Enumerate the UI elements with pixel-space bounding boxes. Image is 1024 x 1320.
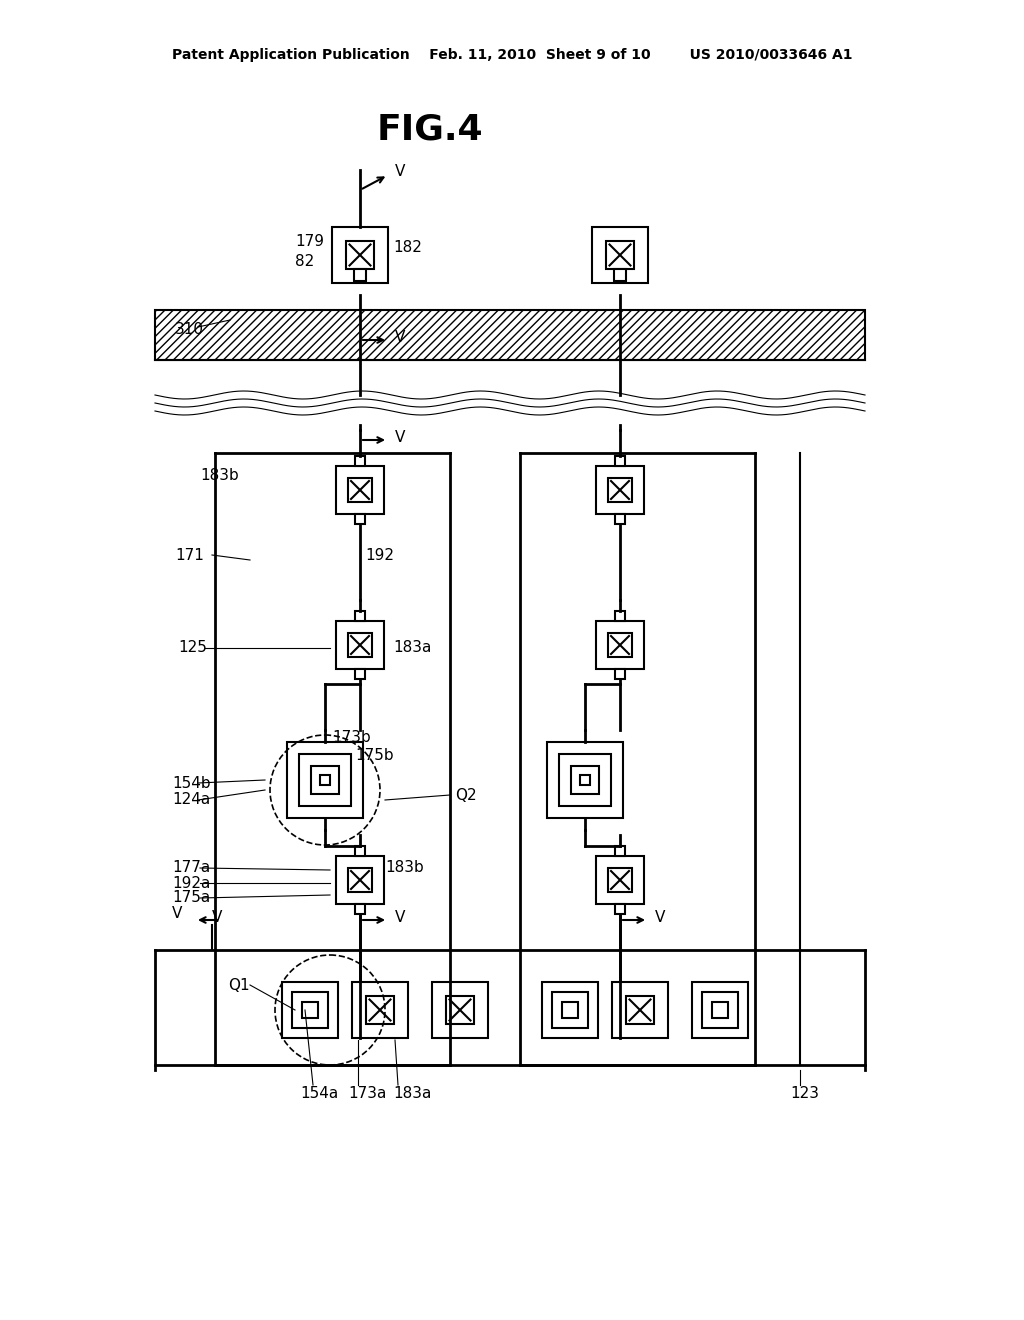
Text: Patent Application Publication    Feb. 11, 2010  Sheet 9 of 10        US 2010/00: Patent Application Publication Feb. 11, … [172,48,852,62]
Bar [432,982,488,1038]
Text: 175b: 175b [355,747,393,763]
Bar [615,611,625,620]
Bar [336,620,384,669]
Bar [292,993,328,1028]
Bar [355,611,365,620]
Bar [571,766,599,795]
Text: 82: 82 [295,255,314,269]
Bar [282,982,338,1038]
Bar [366,997,394,1024]
Bar [712,1002,728,1018]
Text: 154b: 154b [172,776,211,791]
Text: 175a: 175a [172,891,210,906]
Bar [559,754,611,807]
Text: 173b: 173b [332,730,371,744]
Text: V: V [395,909,406,924]
Bar [614,269,626,281]
Text: 171: 171 [175,548,204,562]
Text: 179: 179 [295,235,324,249]
Bar [155,310,865,360]
Bar [332,227,388,282]
Text: 124a: 124a [172,792,210,808]
Text: 182: 182 [393,240,422,256]
Bar [355,669,365,678]
Text: Q2: Q2 [455,788,476,803]
Text: V: V [655,909,666,924]
Bar [608,478,632,502]
Bar [596,466,644,513]
Text: 154a: 154a [300,1085,338,1101]
Bar [355,455,365,466]
Bar [615,455,625,466]
Bar [606,242,634,269]
Bar [580,775,590,785]
Text: 183a: 183a [393,1085,431,1101]
Bar [311,766,339,795]
Bar [615,846,625,855]
Bar [596,855,644,904]
Bar [596,620,644,669]
Bar [336,466,384,513]
Bar [692,982,748,1038]
Text: V: V [395,165,406,180]
Text: 123: 123 [790,1085,819,1101]
Bar [446,997,474,1024]
Bar [354,269,366,281]
Bar [336,855,384,904]
Text: Q1: Q1 [228,978,250,993]
Bar [355,904,365,913]
Bar [552,993,588,1028]
Bar [615,904,625,913]
Text: V: V [172,906,182,920]
Bar [299,754,351,807]
Text: 192: 192 [365,548,394,562]
Bar [346,242,374,269]
Text: V: V [395,330,406,345]
Bar [348,478,372,502]
Text: 125: 125 [178,640,207,656]
Text: 183b: 183b [385,861,424,875]
Text: 177a: 177a [172,861,210,875]
Bar [348,634,372,657]
Bar [608,869,632,892]
Bar [542,982,598,1038]
Bar [287,742,362,818]
Text: 192a: 192a [172,875,210,891]
Bar [592,227,648,282]
Bar [348,869,372,892]
Bar [702,993,738,1028]
Bar [612,982,668,1038]
Text: 310: 310 [175,322,204,338]
Bar [615,669,625,678]
Bar [352,982,408,1038]
Text: 183a: 183a [393,640,431,656]
Bar [615,513,625,524]
Bar [562,1002,578,1018]
Bar [355,513,365,524]
Text: V: V [395,429,406,445]
Text: FIG.4: FIG.4 [377,114,483,147]
Bar [319,775,330,785]
Text: V: V [212,911,222,925]
Bar [626,997,654,1024]
Text: 183b: 183b [200,467,239,483]
Bar [302,1002,318,1018]
Bar [355,846,365,855]
Text: 173a: 173a [348,1085,386,1101]
Bar [547,742,623,818]
Bar [608,634,632,657]
